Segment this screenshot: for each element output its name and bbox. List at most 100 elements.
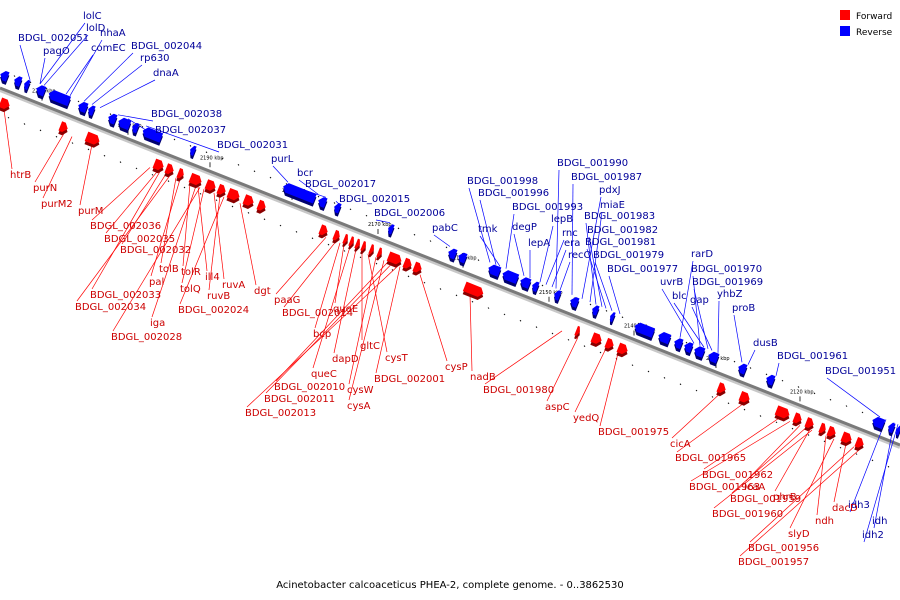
gene-arrow-body[interactable] bbox=[519, 276, 532, 289]
gene-arrow-body[interactable] bbox=[204, 179, 218, 192]
gene-arrow-body[interactable] bbox=[672, 337, 684, 350]
gene-label-bdgl-001998[interactable]: BDGL_001998 bbox=[467, 176, 538, 187]
gene-arrow-reverse[interactable] bbox=[735, 362, 748, 378]
gene-arrow-body[interactable] bbox=[216, 183, 227, 196]
gene-label-idh2[interactable]: idh2 bbox=[862, 530, 884, 541]
gene-label-bdgl-001965[interactable]: BDGL_001965 bbox=[675, 453, 746, 464]
gene-label-bcr[interactable]: bcr bbox=[297, 168, 314, 179]
gene-arrow-forward[interactable] bbox=[386, 251, 405, 269]
gene-arrow-body[interactable] bbox=[12, 75, 23, 87]
gene-arrow-body[interactable] bbox=[840, 431, 854, 444]
gene-label-tolq[interactable]: tolQ bbox=[180, 284, 201, 295]
gene-arrow-forward[interactable] bbox=[774, 405, 793, 423]
gene-arrow-reverse[interactable] bbox=[455, 251, 468, 267]
gene-arrow-forward[interactable] bbox=[215, 183, 228, 199]
gene-arrow-reverse[interactable] bbox=[567, 296, 580, 311]
gene-arrow-body[interactable] bbox=[318, 224, 329, 236]
gene-arrow-body[interactable] bbox=[332, 229, 341, 242]
gene-label-ndh[interactable]: ndh bbox=[815, 516, 834, 527]
gene-label-rnc[interactable]: rnc bbox=[562, 228, 578, 239]
gene-arrow-body[interactable] bbox=[886, 422, 896, 434]
gene-label-bdgl-002032[interactable]: BDGL_002032 bbox=[120, 245, 191, 256]
gene-label-cysw[interactable]: cysW bbox=[347, 385, 374, 396]
gene-label-bdgl-002010[interactable]: BDGL_002010 bbox=[274, 382, 345, 393]
gene-label-idh3[interactable]: idh3 bbox=[848, 500, 870, 511]
gene-arrow-body[interactable] bbox=[130, 122, 140, 134]
gene-arrow-reverse[interactable] bbox=[75, 100, 89, 117]
gene-arrow-forward[interactable] bbox=[331, 229, 342, 245]
gene-arrow-reverse[interactable] bbox=[671, 337, 684, 353]
gene-label-comec[interactable]: comEC bbox=[91, 43, 126, 54]
gene-arrow-reverse[interactable] bbox=[385, 223, 395, 238]
gene-label-pdxj[interactable]: pdxJ bbox=[599, 185, 621, 196]
gene-label-bdgl-001993[interactable]: BDGL_001993 bbox=[512, 202, 583, 213]
gene-label-degp[interactable]: degP bbox=[512, 222, 537, 233]
gene-arrow-body[interactable] bbox=[774, 405, 792, 419]
gene-label-bdgl-002014[interactable]: BDGL_002014 bbox=[282, 308, 353, 319]
gene-arrow-body[interactable] bbox=[360, 241, 367, 252]
gene-label-bdgl-001987[interactable]: BDGL_001987 bbox=[571, 172, 642, 183]
gene-arrow-forward[interactable] bbox=[151, 158, 166, 175]
gene-label-bdgl-001970[interactable]: BDGL_001970 bbox=[691, 264, 762, 275]
gene-label-bdgl-002011[interactable]: BDGL_002011 bbox=[264, 394, 335, 405]
gene-arrow-forward[interactable] bbox=[839, 431, 854, 447]
gene-arrow-forward[interactable] bbox=[359, 241, 368, 255]
gene-arrow-reverse[interactable] bbox=[763, 373, 776, 389]
gene-arrow-body[interactable] bbox=[707, 350, 720, 364]
gene-arrow-forward[interactable] bbox=[375, 247, 384, 261]
gene-arrow-body[interactable] bbox=[58, 121, 69, 133]
gene-arrow-body[interactable] bbox=[456, 251, 468, 264]
gene-arrow-forward[interactable] bbox=[367, 244, 376, 258]
gene-arrow-body[interactable] bbox=[590, 304, 600, 316]
gene-label-paag[interactable]: paaG bbox=[274, 295, 300, 306]
gene-label-bdgl-001951[interactable]: BDGL_001951 bbox=[825, 366, 896, 377]
gene-arrow-forward[interactable] bbox=[163, 163, 176, 178]
gene-label-bdgl-001961[interactable]: BDGL_001961 bbox=[777, 351, 848, 362]
gene-label-ruvb[interactable]: ruvB bbox=[207, 291, 230, 302]
gene-arrow-forward[interactable] bbox=[353, 238, 362, 253]
gene-label-bdgl-002051[interactable]: BDGL_002051 bbox=[18, 33, 89, 44]
gene-label-bdgl-001962[interactable]: BDGL_001962 bbox=[702, 470, 773, 481]
gene-arrow-body[interactable] bbox=[332, 202, 342, 214]
gene-label-gltc[interactable]: gltC bbox=[360, 341, 380, 352]
gene-arrow-reverse[interactable] bbox=[187, 145, 197, 160]
gene-arrow-body[interactable] bbox=[412, 261, 423, 274]
gene-arrow-reverse[interactable] bbox=[705, 350, 720, 367]
gene-arrow-body[interactable] bbox=[34, 84, 47, 97]
gene-label-htrb[interactable]: htrB bbox=[10, 170, 31, 181]
gene-arrow-body[interactable] bbox=[693, 345, 706, 358]
gene-label-bdgl-001982[interactable]: BDGL_001982 bbox=[587, 225, 658, 236]
gene-label-bdgl-001969[interactable]: BDGL_001969 bbox=[692, 277, 763, 288]
gene-arrow-reverse[interactable] bbox=[21, 79, 31, 94]
gene-label-bdgl-002036[interactable]: BDGL_002036 bbox=[90, 221, 161, 232]
gene-label-bdgl-002017[interactable]: BDGL_002017 bbox=[305, 179, 376, 190]
gene-label-tmk[interactable]: tmk bbox=[478, 224, 498, 235]
gene-arrow-body[interactable] bbox=[0, 69, 10, 82]
gene-label-bdgl-001983[interactable]: BDGL_001983 bbox=[584, 211, 655, 222]
gene-arrow-forward[interactable] bbox=[853, 437, 866, 452]
gene-label-pago[interactable]: pagO bbox=[43, 46, 70, 57]
gene-arrow-forward[interactable] bbox=[589, 332, 604, 348]
gene-label-bcp[interactable]: bcp bbox=[313, 329, 331, 340]
gene-label-idh[interactable]: idh bbox=[872, 516, 887, 527]
gene-label-yhbz[interactable]: yhbZ bbox=[717, 289, 743, 300]
gene-arrow-body[interactable] bbox=[604, 337, 615, 350]
gene-arrow-body[interactable] bbox=[792, 412, 803, 424]
gene-arrow-forward[interactable] bbox=[573, 325, 582, 340]
gene-arrow-reverse[interactable] bbox=[105, 112, 118, 128]
gene-arrow-body[interactable] bbox=[188, 145, 197, 156]
gene-arrow-body[interactable] bbox=[86, 104, 96, 116]
gene-arrow-forward[interactable] bbox=[241, 194, 256, 210]
gene-label-pal[interactable]: pal bbox=[149, 277, 164, 288]
gene-label-yedq[interactable]: yedQ bbox=[573, 413, 599, 424]
gene-arrow-forward[interactable] bbox=[175, 168, 186, 183]
gene-label-bdgl-001977[interactable]: BDGL_001977 bbox=[607, 264, 678, 275]
gene-arrow-reverse[interactable] bbox=[885, 422, 896, 437]
gene-label-cysp[interactable]: cysP bbox=[445, 362, 468, 373]
gene-arrow-forward[interactable] bbox=[615, 342, 630, 359]
gene-arrow-reverse[interactable] bbox=[85, 104, 96, 120]
gene-arrow-body[interactable] bbox=[348, 236, 355, 247]
gene-arrow-body[interactable] bbox=[242, 194, 256, 207]
gene-label-bdgl-002038[interactable]: BDGL_002038 bbox=[151, 109, 222, 120]
gene-label-tolb[interactable]: tolB bbox=[159, 264, 179, 275]
